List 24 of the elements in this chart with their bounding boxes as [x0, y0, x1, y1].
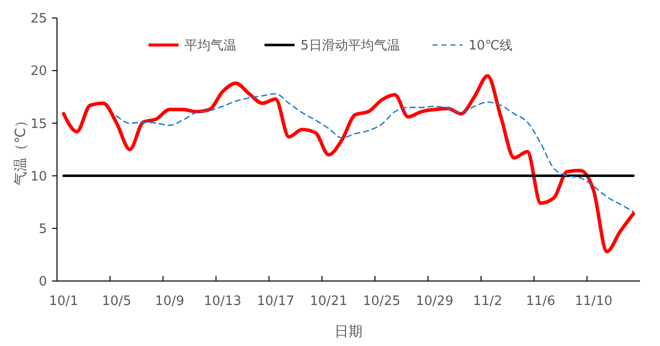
x-tick-label: 10/5 [102, 294, 132, 309]
x-tick-label: 10/17 [256, 294, 294, 309]
y-tick-label: 15 [30, 116, 47, 132]
x-tick-label: 10/13 [204, 294, 242, 309]
y-tick-label: 5 [38, 222, 47, 237]
x-tick-label: 10/29 [416, 294, 454, 309]
x-tick-label: 10/21 [310, 294, 348, 309]
line-series [116, 93, 634, 212]
x-tick-label: 11/6 [526, 294, 556, 309]
x-tick-label: 10/9 [155, 294, 184, 309]
y-tick-label: 0 [38, 274, 47, 290]
x-tick-label: 10/1 [49, 294, 78, 309]
y-tick-label: 25 [30, 12, 47, 27]
x-tick-label: 11/2 [473, 294, 502, 309]
legend-label: 平均气温 [184, 38, 236, 54]
x-tick-label: 10/25 [362, 294, 400, 309]
legend-label: 10℃线 [468, 38, 513, 54]
y-tick-label: 10 [30, 169, 47, 184]
legend-label: 5日滑动平均气温 [300, 38, 400, 54]
x-tick-label: 11/10 [574, 294, 612, 309]
x-axis-title: 日期 [334, 324, 362, 340]
line-series [62, 74, 636, 254]
y-tick-label: 20 [30, 64, 47, 80]
y-axis-title: 气温（℃） [13, 114, 29, 186]
